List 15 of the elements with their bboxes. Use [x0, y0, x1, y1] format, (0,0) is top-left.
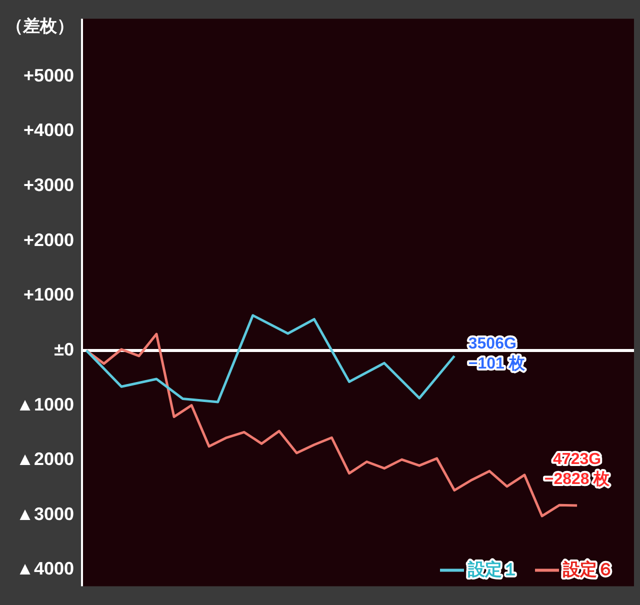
y-tick-label: ▲1000 — [16, 394, 74, 414]
y-tick-label: ▲2000 — [16, 449, 74, 470]
y-tick-label: +3000 — [23, 174, 74, 195]
y-axis-title: （差枚） — [6, 16, 74, 36]
y-tick-label: +4000 — [23, 120, 74, 140]
y-tick-label: +5000 — [23, 65, 74, 86]
legend-label: 設定６ — [562, 560, 614, 579]
y-tick-label: +2000 — [23, 230, 74, 250]
legend-label: 設定１ — [467, 560, 519, 579]
y-tick-label: ▲3000 — [16, 504, 74, 524]
y-tick-label: ±0 — [54, 339, 74, 360]
y-tick-label: ▲4000 — [16, 558, 74, 579]
y-tick-label: +1000 — [23, 284, 74, 305]
annotation: 4723G −2828 枚 — [544, 450, 611, 488]
annotation: 3506G −101 枚 — [468, 335, 526, 372]
